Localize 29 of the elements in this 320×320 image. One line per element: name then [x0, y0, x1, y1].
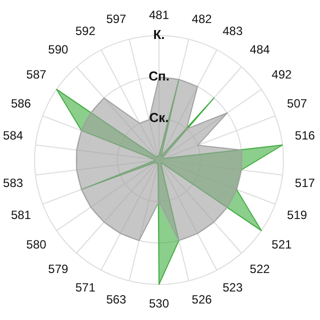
spoke-label: 507 [287, 96, 308, 111]
spoke-label: 580 [26, 237, 47, 252]
spoke-label: 484 [250, 42, 270, 57]
spoke-label: 522 [250, 262, 270, 276]
spoke-label: 590 [48, 42, 69, 57]
spoke-label: 492 [272, 67, 292, 82]
spoke-label: 581 [10, 208, 32, 222]
spoke-label: 482 [192, 12, 212, 26]
spoke-label: 597 [106, 12, 127, 26]
spoke-label: 579 [48, 262, 69, 276]
spoke-label: 563 [106, 292, 127, 306]
spoke-label: 583 [3, 176, 24, 190]
spoke-label: 587 [26, 67, 47, 82]
spoke-label: 517 [294, 176, 316, 190]
spoke-label: 481 [148, 8, 170, 22]
spoke-label: 586 [10, 96, 32, 111]
spoke-label: 516 [294, 128, 316, 143]
spoke-label: 483 [222, 24, 243, 38]
spoke-label: 530 [148, 296, 170, 310]
y-tick-label: Сп. [148, 68, 170, 84]
spoke-label: 592 [75, 24, 96, 38]
spoke-label: 521 [272, 237, 292, 252]
spoke-label: 523 [222, 280, 243, 295]
spoke-label: 519 [287, 208, 308, 222]
spoke-label: 584 [3, 128, 24, 143]
spoke-label: 571 [75, 280, 96, 295]
y-tick-label: Ск. [149, 110, 169, 126]
y-tick-label: К. [153, 27, 165, 42]
spoke-label: 526 [192, 292, 212, 306]
